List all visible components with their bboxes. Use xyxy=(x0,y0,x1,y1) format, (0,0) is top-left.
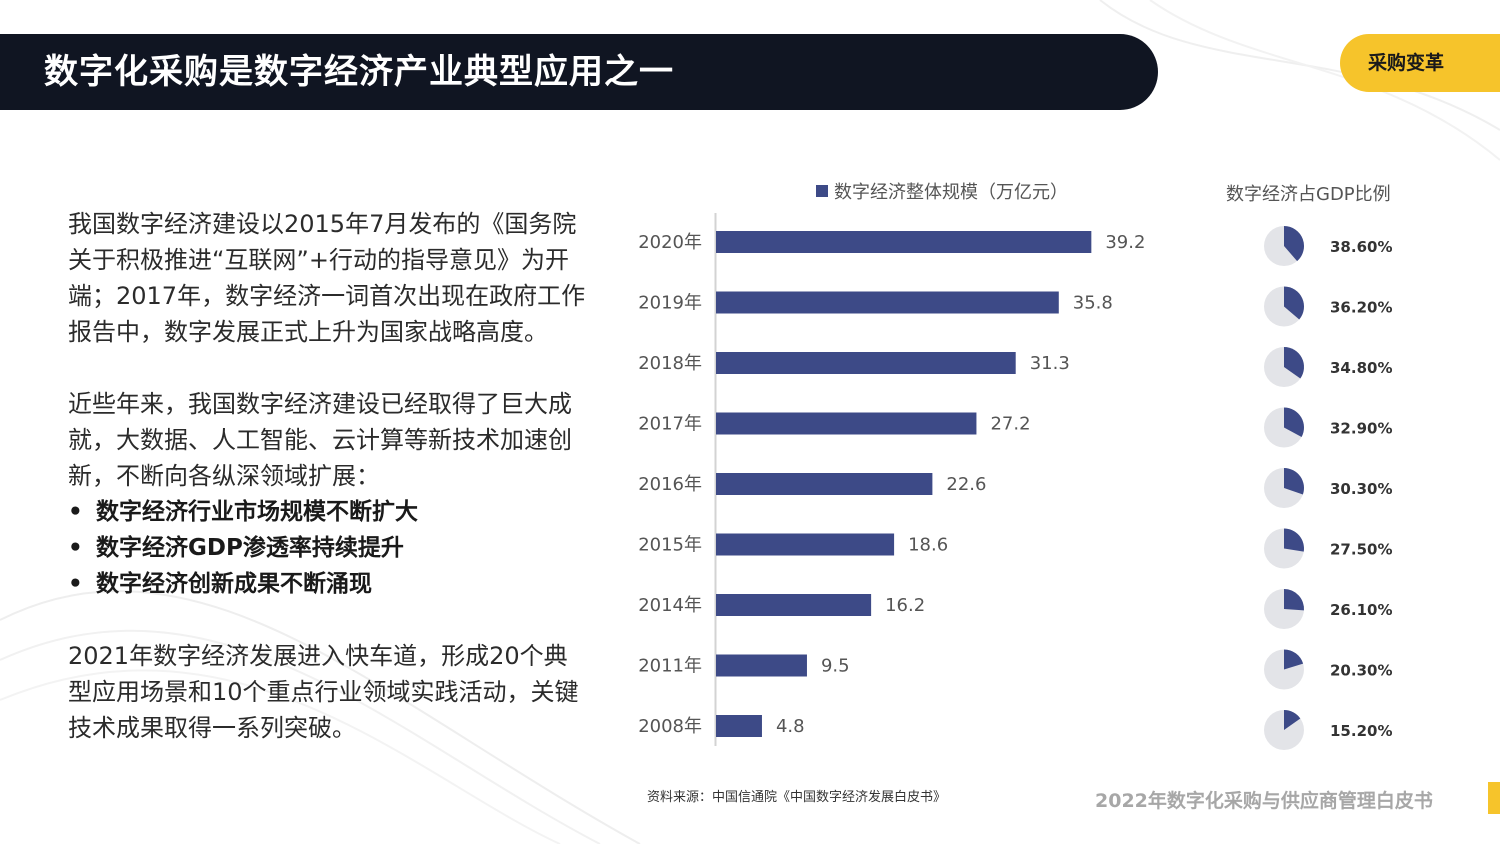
category-label: 2019年 xyxy=(638,293,702,314)
bullet-list: • 数字经济行业市场规模不断扩大 • 数字经济GDP渗透率持续提升 • 数字经济创新成… xyxy=(68,494,588,602)
legend-swatch-icon xyxy=(816,185,828,197)
pie-slice xyxy=(1284,589,1304,611)
pie-chart-column: 38.60% 36.20% 34.80% 32.90% 30.30% 27.50% 26.1… xyxy=(1264,226,1392,750)
pie-percent-label: 27.50% xyxy=(1330,541,1392,559)
pie-slice xyxy=(1284,226,1305,262)
data-label: 22.6 xyxy=(946,474,986,495)
pie-percent-label: 15.20% xyxy=(1330,722,1392,740)
pie-percent-label: 38.60% xyxy=(1330,238,1392,256)
data-label: 27.2 xyxy=(990,414,1030,435)
pie-percent-label: 30.30% xyxy=(1330,480,1392,498)
pie-percent-label: 20.30% xyxy=(1330,662,1392,680)
title-banner: 数字化采购是数字经济产业典型应用之一 xyxy=(0,34,1158,110)
data-label: 18.6 xyxy=(908,535,948,556)
pie-slice xyxy=(1284,468,1304,495)
pie-percent-label: 34.80% xyxy=(1330,359,1392,377)
bullet-dot-icon: • xyxy=(68,499,83,525)
bullet-item: • 数字经济GDP渗透率持续提升 xyxy=(68,530,588,566)
category-label: 2008年 xyxy=(638,716,702,737)
category-label: 2018年 xyxy=(638,353,702,374)
pie-slice xyxy=(1284,649,1304,670)
pie-slice xyxy=(1284,286,1305,320)
bar xyxy=(716,352,1016,374)
bar xyxy=(716,715,762,737)
paragraph-1: 我国数字经济建设以2015年7月发布的《国务院关于积极推进“互联网”+行动的指导… xyxy=(68,210,586,346)
pie-percent-label: 36.20% xyxy=(1330,299,1392,317)
bar xyxy=(716,473,933,495)
pie-percent-label: 26.10% xyxy=(1330,601,1392,619)
pie-chart-title: 数字经济占GDP比例 xyxy=(1226,184,1391,205)
bar xyxy=(716,654,807,677)
bar xyxy=(716,412,977,435)
bullet-item: • 数字经济创新成果不断涌现 xyxy=(68,566,588,602)
pie-percent-label: 32.90% xyxy=(1330,420,1392,438)
body-text: 我国数字经济建设以2015年7月发布的《国务院关于积极推进“互联网”+行动的指导… xyxy=(68,206,588,782)
data-label: 35.8 xyxy=(1073,293,1113,314)
category-label: 2020年 xyxy=(638,232,702,253)
bullet-dot-icon: • xyxy=(68,571,83,597)
paragraph-3: 2021年数字经济发展进入快车道，形成20个典型应用场景和10个重点行业领域实践… xyxy=(68,642,579,742)
pie-slice xyxy=(1284,528,1304,552)
bar xyxy=(716,231,1092,253)
category-label: 2017年 xyxy=(638,414,702,435)
bullet-item: • 数字经济行业市场规模不断扩大 xyxy=(68,494,588,530)
bar xyxy=(716,533,895,556)
bullet-dot-icon: • xyxy=(68,535,83,561)
bar-chart: 2020年 39.2 2019年 35.8 2018年 31.3 2017年 27.2 2016… xyxy=(638,213,1145,746)
pie-slice xyxy=(1284,710,1301,730)
bullet-text: 数字经济创新成果不断涌现 xyxy=(96,571,372,597)
bar-chart-legend: 数字经济整体规模（万亿元） xyxy=(816,178,1068,203)
bar xyxy=(716,291,1059,314)
category-label: 2016年 xyxy=(638,474,702,495)
legend-label: 数字经济整体规模（万亿元） xyxy=(834,182,1068,203)
category-label: 2011年 xyxy=(638,656,702,677)
bullet-text: 数字经济行业市场规模不断扩大 xyxy=(96,499,418,525)
bullet-text: 数字经济GDP渗透率持续提升 xyxy=(96,535,404,561)
data-label: 31.3 xyxy=(1030,353,1070,374)
bar xyxy=(716,594,872,616)
section-tag: 采购变革 xyxy=(1340,34,1500,92)
page-title: 数字化采购是数字经济产业典型应用之一 xyxy=(44,52,674,92)
category-label: 2015年 xyxy=(638,535,702,556)
data-label: 4.8 xyxy=(776,716,805,737)
data-label: 16.2 xyxy=(885,595,925,616)
data-label: 9.5 xyxy=(821,656,850,677)
paragraph-2: 近些年来，我国数字经济建设已经取得了巨大成就，大数据、人工智能、云计算等新技术加… xyxy=(68,390,572,490)
source-note: 资料来源：中国信通院《中国数字经济发展白皮书》 xyxy=(647,790,947,805)
footer-accent-bar xyxy=(1488,782,1500,814)
pie-slice xyxy=(1284,407,1305,438)
category-label: 2014年 xyxy=(638,595,702,616)
data-label: 39.2 xyxy=(1105,232,1145,253)
section-tag-label: 采购变革 xyxy=(1368,52,1445,74)
pie-slice xyxy=(1284,347,1305,379)
report-title: 2022年数字化采购与供应商管理白皮书 xyxy=(1095,790,1433,812)
